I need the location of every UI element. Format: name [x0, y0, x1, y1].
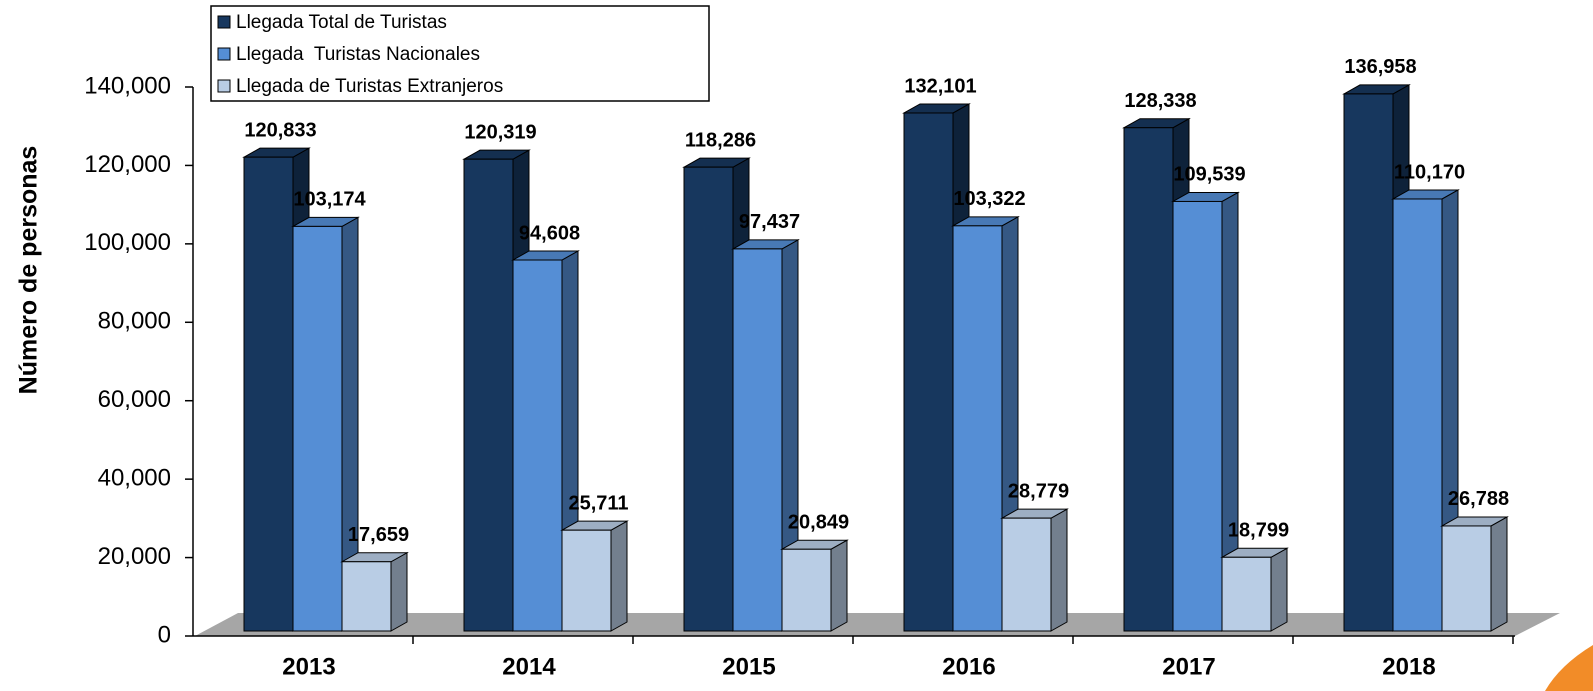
data-label: 120,833	[244, 119, 316, 141]
bar-front	[903, 112, 954, 632]
data-label: 109,539	[1173, 164, 1245, 186]
bar-front	[1441, 525, 1492, 632]
decoration	[1545, 645, 1593, 691]
bar-front	[463, 158, 514, 632]
bar	[1171, 191, 1240, 632]
bar-front	[952, 225, 1003, 632]
bar-front	[732, 248, 783, 632]
y-axis-title: Número de personas	[15, 146, 43, 395]
data-label: 18,799	[1228, 520, 1289, 542]
legend-label: Llegada de Turistas Extranjeros	[236, 76, 503, 97]
bar-side	[1270, 547, 1288, 632]
bar-front	[341, 561, 392, 632]
data-label: 103,174	[293, 189, 366, 211]
bar-front	[561, 529, 612, 632]
x-tick-label: 2013	[282, 653, 335, 680]
bar-side	[390, 551, 408, 632]
bar-front	[1172, 200, 1223, 632]
x-tick-label: 2015	[722, 653, 775, 680]
bar-side	[830, 539, 848, 632]
bar-front	[1392, 198, 1443, 632]
legend	[210, 5, 710, 102]
legend-swatch	[217, 15, 231, 29]
legend-label: Llegada Total de Turistas	[236, 12, 447, 33]
y-tick-label: 80,000	[98, 308, 171, 335]
data-label: 128,338	[1124, 90, 1196, 112]
bar-front	[1221, 556, 1272, 632]
bar-side	[1490, 516, 1508, 632]
y-tick-label: 60,000	[98, 386, 171, 413]
data-label: 25,711	[568, 492, 628, 514]
x-tick-label: 2017	[1162, 653, 1215, 680]
y-tick-label: 120,000	[84, 151, 171, 178]
bar-side	[610, 520, 628, 632]
data-label: 26,788	[1448, 488, 1509, 510]
data-label: 28,779	[1008, 480, 1069, 502]
bar	[951, 215, 1020, 632]
bar	[1440, 516, 1509, 632]
y-tick-label: 40,000	[98, 464, 171, 491]
bar-front	[512, 259, 563, 632]
bar	[340, 551, 409, 632]
data-label: 110,170	[1394, 161, 1465, 183]
data-label: 132,101	[904, 75, 976, 97]
legend-label: Llegada Turistas Nacionales	[236, 44, 480, 65]
data-label: 120,319	[464, 121, 536, 143]
bar	[291, 216, 360, 632]
y-tick-label: 140,000	[84, 72, 171, 99]
data-label: 20,849	[788, 512, 849, 534]
legend-swatch	[217, 47, 231, 61]
bar	[1220, 547, 1289, 632]
bar	[560, 520, 629, 632]
bar-front	[243, 156, 294, 632]
x-tick-label: 2014	[502, 653, 556, 680]
bar-front	[1343, 93, 1394, 632]
data-label: 94,608	[519, 222, 580, 244]
bar-front	[1001, 517, 1052, 632]
bar	[1000, 508, 1069, 632]
bar-front	[292, 225, 343, 632]
x-tick-label: 2018	[1382, 653, 1435, 680]
y-tick-label: 100,000	[84, 229, 171, 256]
bar	[780, 539, 849, 632]
bar-side	[1050, 508, 1068, 632]
y-tick-label: 0	[158, 621, 171, 648]
data-label: 118,286	[685, 129, 756, 151]
bar	[731, 239, 800, 632]
bar-front	[1123, 127, 1174, 632]
bar-front	[683, 166, 734, 632]
data-label: 97,437	[739, 211, 800, 233]
x-tick-label: 2016	[942, 653, 995, 680]
data-label: 103,322	[953, 188, 1025, 210]
data-label: 17,659	[348, 524, 409, 546]
legend-swatch	[217, 79, 231, 93]
y-tick-label: 20,000	[98, 543, 171, 570]
bar-front	[781, 548, 832, 632]
data-label: 136,958	[1344, 56, 1416, 78]
